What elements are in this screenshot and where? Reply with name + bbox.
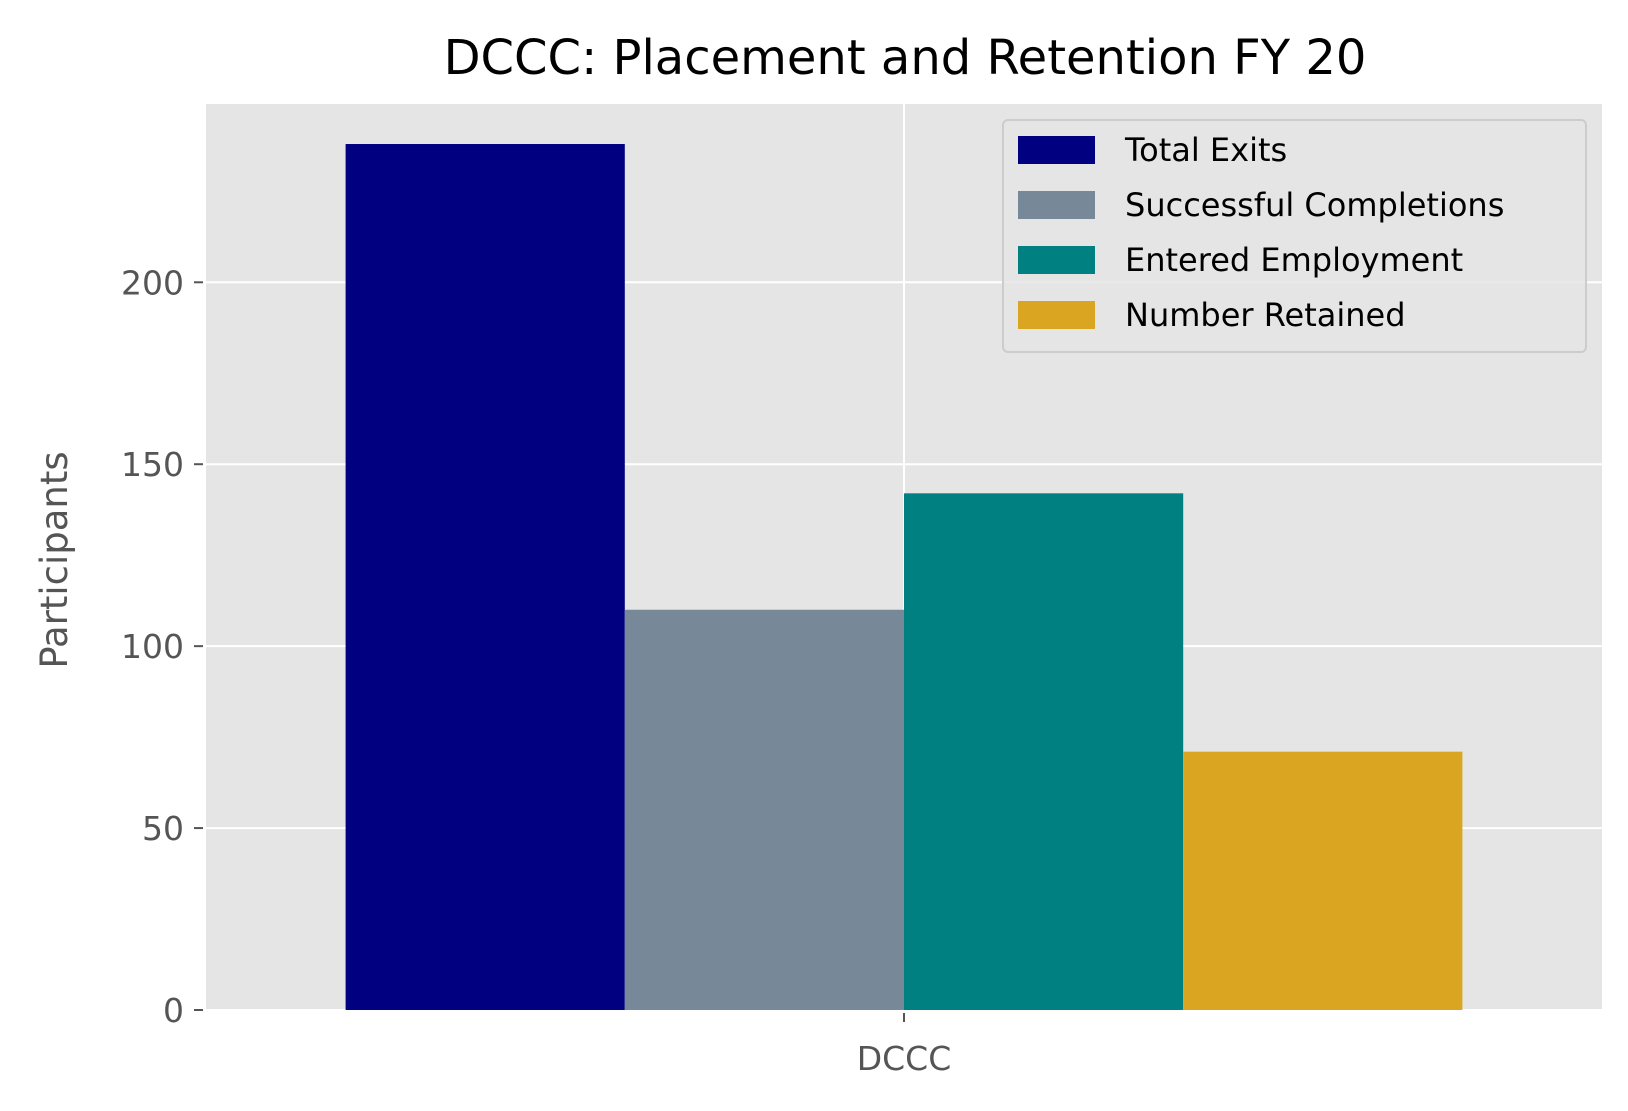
legend-label: Total Exits xyxy=(1124,131,1287,169)
chart-title: DCCC: Placement and Retention FY 20 xyxy=(444,30,1367,86)
legend-frame xyxy=(1002,119,1587,353)
legend-swatch xyxy=(1018,301,1095,329)
y-tick-label: 200 xyxy=(121,263,184,302)
y-axis-label: Participants xyxy=(33,451,76,668)
bar-number-retained xyxy=(1183,751,1463,1010)
legend: Total Exits Successful Completions Entered… xyxy=(1002,119,1587,353)
y-tick-label: 0 xyxy=(163,991,184,1030)
legend-label: Successful Completions xyxy=(1125,186,1504,224)
bar-total-exits xyxy=(345,144,625,1010)
x-tick-label: DCCC xyxy=(857,1039,952,1078)
y-axis: 0 50 100 150 200 xyxy=(121,263,203,1030)
y-tick-label: 100 xyxy=(121,627,184,666)
bar-entered-employment xyxy=(904,493,1184,1010)
x-axis: DCCC xyxy=(857,1013,952,1078)
bars xyxy=(345,144,1463,1010)
legend-swatch xyxy=(1018,246,1095,274)
legend-label: Entered Employment xyxy=(1125,241,1463,279)
bar-successful-completions xyxy=(624,609,904,1010)
legend-swatch xyxy=(1018,191,1095,219)
y-tick-label: 50 xyxy=(142,809,184,848)
legend-label: Number Retained xyxy=(1125,296,1406,334)
y-tick-label: 150 xyxy=(121,445,184,484)
legend-swatch xyxy=(1018,136,1095,164)
